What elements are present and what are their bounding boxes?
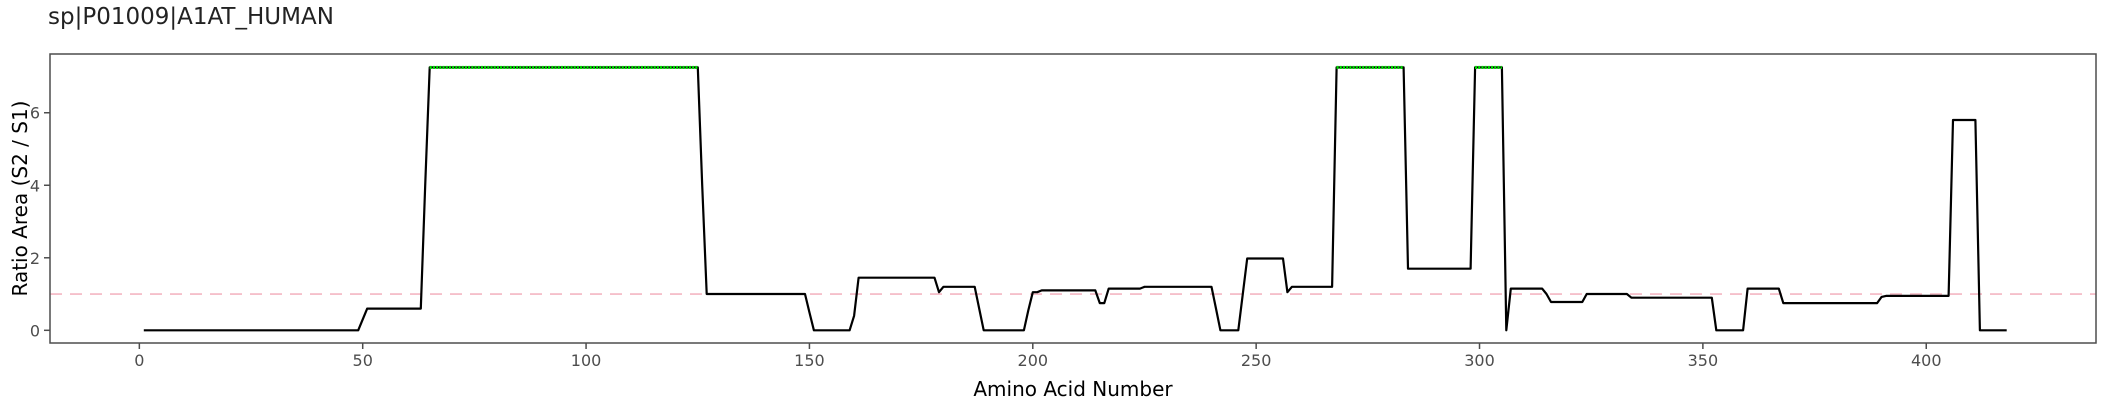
- y-axis: 0 2 4 6: [30, 104, 50, 340]
- x-tick-label: 200: [1018, 351, 1049, 370]
- y-tick-label: 0: [30, 321, 40, 340]
- x-tick-label: 250: [1241, 351, 1272, 370]
- x-tick-label: 150: [794, 351, 825, 370]
- x-tick-label: 50: [353, 351, 373, 370]
- y-tick-label: 4: [30, 176, 40, 195]
- x-axis: 0 50 100 150 200 250 300 350 400: [134, 343, 1942, 370]
- x-tick-label: 0: [134, 351, 144, 370]
- x-axis-title: Amino Acid Number: [973, 377, 1173, 400]
- chart-title: sp|P01009|A1AT_HUMAN: [48, 4, 334, 30]
- y-axis-title: Ratio Area (S2 / S1): [8, 101, 32, 297]
- ratio-line-layer: [143, 66, 2007, 332]
- series-line-0: [143, 66, 2007, 332]
- plot-panel-border: [49, 53, 2097, 344]
- x-tick-label: 300: [1464, 351, 1495, 370]
- x-tick-label: 100: [571, 351, 602, 370]
- x-tick-label: 400: [1911, 351, 1942, 370]
- y-tick-label: 6: [30, 104, 40, 123]
- x-tick-label: 350: [1688, 351, 1719, 370]
- y-tick-label: 2: [30, 249, 40, 268]
